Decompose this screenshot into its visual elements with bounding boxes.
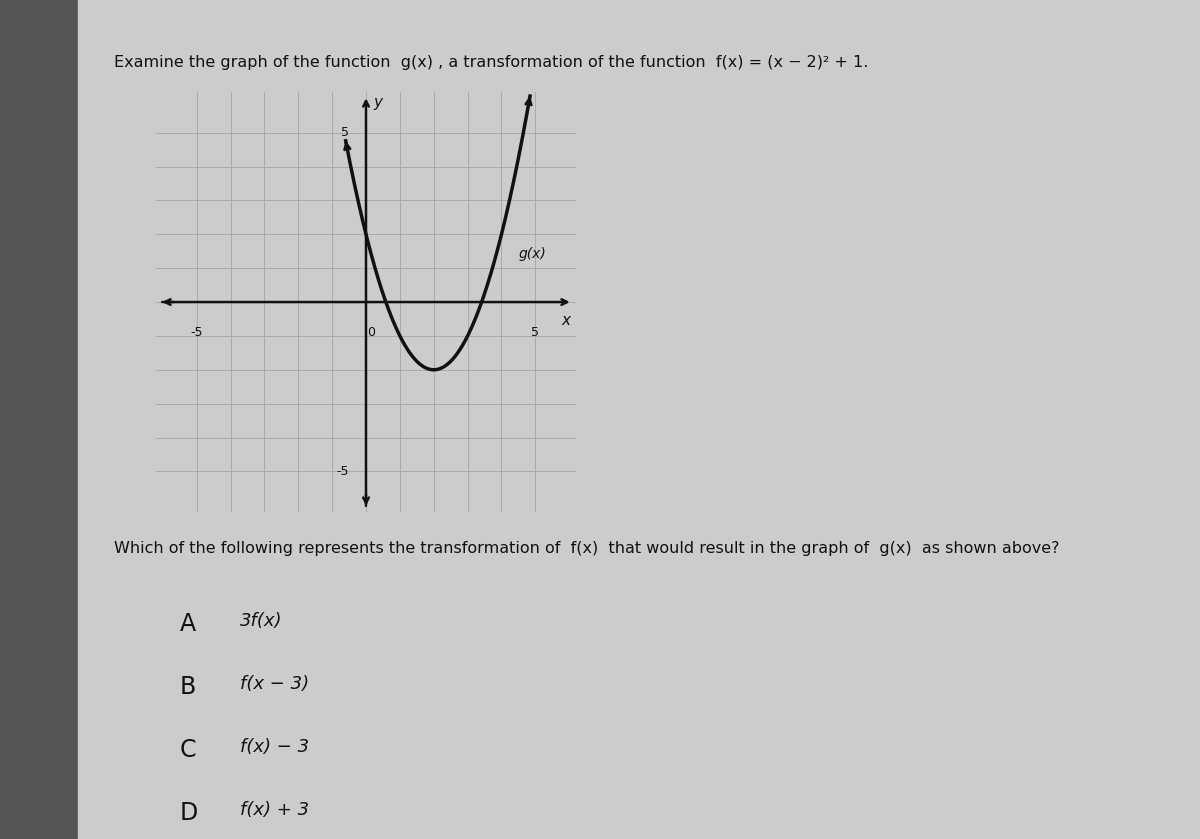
Text: 3f(x): 3f(x) bbox=[240, 612, 282, 630]
Text: D: D bbox=[180, 801, 198, 826]
Text: 5: 5 bbox=[532, 326, 539, 339]
Text: B: B bbox=[180, 675, 197, 700]
Text: 0: 0 bbox=[367, 326, 376, 339]
Text: Examine the graph of the function  g(x) , a transformation of the function  f(x): Examine the graph of the function g(x) ,… bbox=[114, 55, 869, 70]
Text: -5: -5 bbox=[191, 326, 203, 339]
Text: f(x − 3): f(x − 3) bbox=[240, 675, 310, 693]
Text: C: C bbox=[180, 738, 197, 763]
Text: f(x) + 3: f(x) + 3 bbox=[240, 801, 310, 819]
Text: Which of the following represents the transformation of  f(x)  that would result: Which of the following represents the tr… bbox=[114, 541, 1060, 556]
Text: x: x bbox=[562, 313, 570, 328]
Text: y: y bbox=[373, 95, 383, 110]
Text: f(x) − 3: f(x) − 3 bbox=[240, 738, 310, 756]
Text: 5: 5 bbox=[341, 126, 349, 139]
Text: A: A bbox=[180, 612, 196, 637]
Text: -5: -5 bbox=[336, 465, 349, 478]
Text: g(x): g(x) bbox=[518, 248, 546, 262]
